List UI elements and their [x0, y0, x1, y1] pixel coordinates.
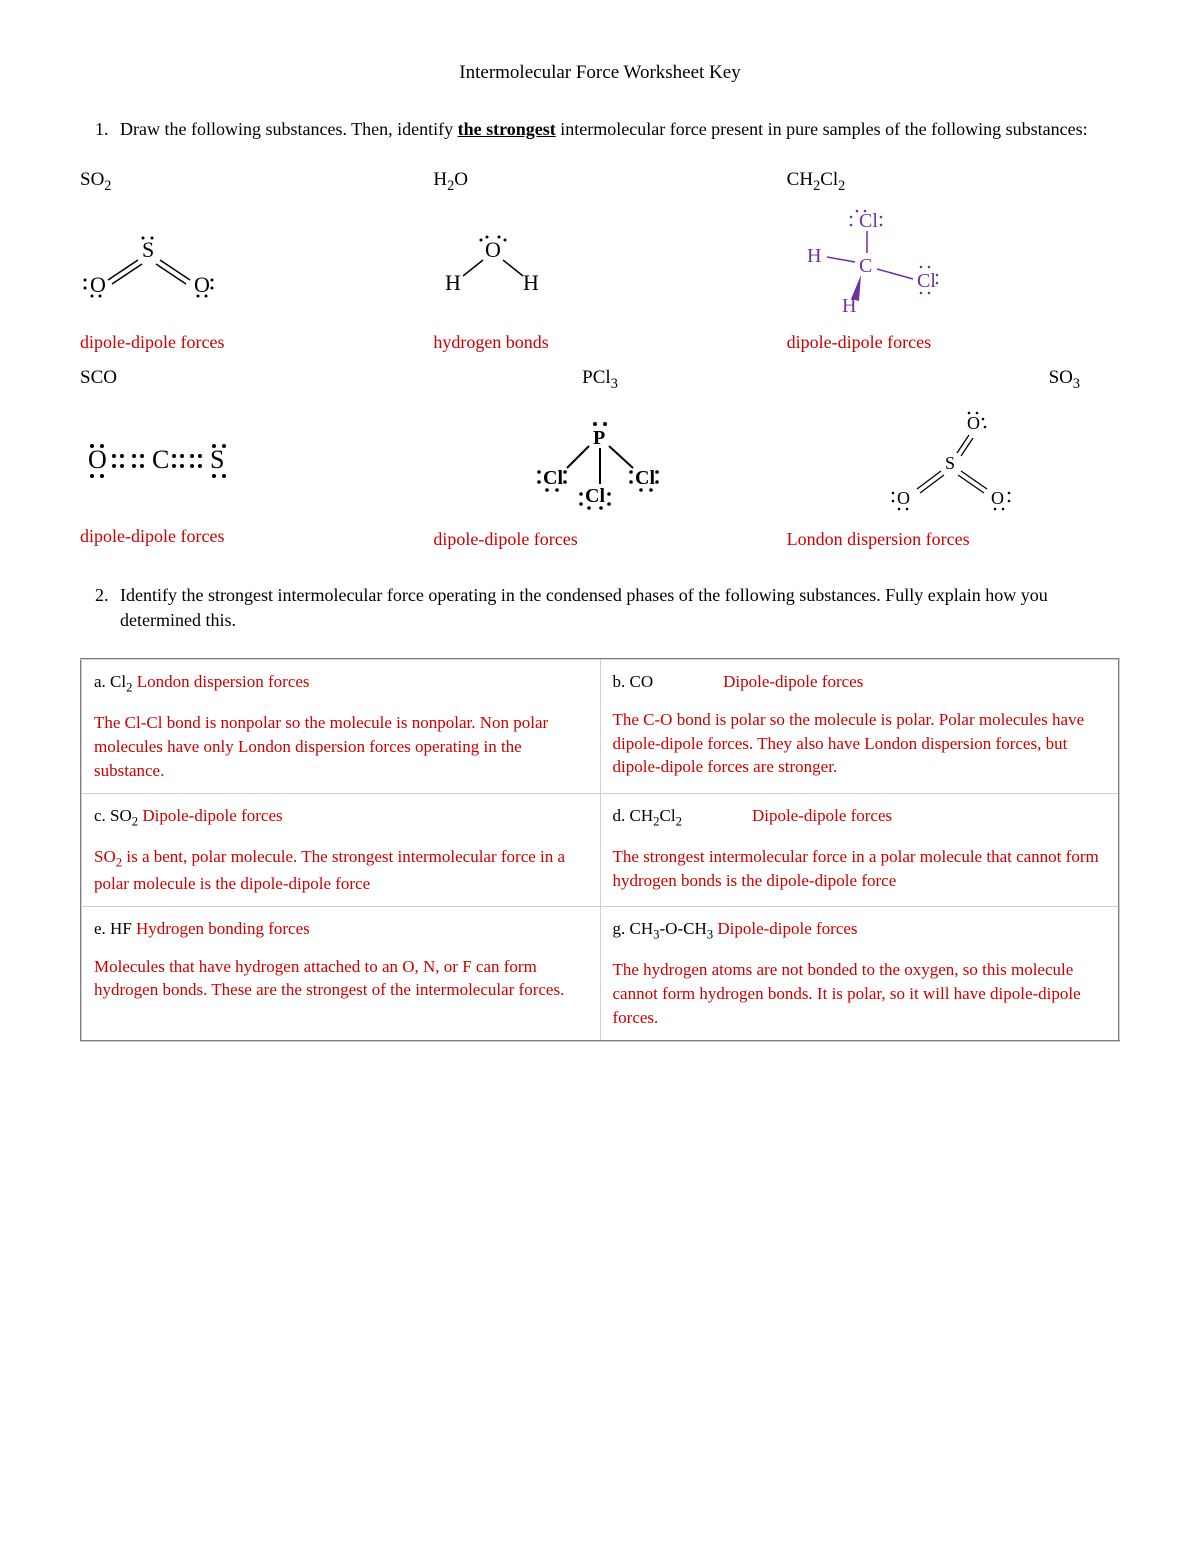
svg-text:O: O: [88, 445, 107, 474]
q1-number: 1.: [95, 117, 120, 142]
h2o-post: O: [454, 169, 468, 190]
c-explanation: SO2 is a bent, polar molecule. The stron…: [94, 845, 588, 896]
g-explanation: The hydrogen atoms are not bonded to the…: [613, 958, 1107, 1029]
structure-so3: S O O O: [883, 409, 1023, 519]
q1-text-b: the strongest: [458, 119, 556, 139]
question-2: 2.Identify the strongest intermolecular …: [120, 583, 1120, 633]
cell-d: d. CH2Cl2Dipole-dipole forces The strong…: [600, 793, 1119, 906]
answer-table: a. Cl 2 London dispersion forces The Cl-C…: [80, 658, 1120, 1042]
formula-so2: SO2: [80, 167, 413, 197]
structure-h2o: O H H: [433, 212, 766, 322]
c-answer: Dipole-dipole forces: [142, 806, 282, 825]
q1-text-a: Draw the following substances. Then, ide…: [120, 119, 458, 139]
cell-a: a. Cl2 London dispersion forces The Cl-C…: [81, 659, 600, 793]
cell-ch2cl2: CH2Cl2 C Cl Cl H H: [787, 167, 1120, 355]
c-label-pre: c. SO: [94, 806, 132, 825]
svg-text:O: O: [194, 272, 210, 297]
q2-text: Identify the strongest intermolecular fo…: [120, 585, 1048, 630]
page-title: Intermolecular Force Worksheet Key: [80, 60, 1120, 87]
answer-h2o: hydrogen bonds: [433, 330, 766, 355]
cell-so3: SO3 S O O O: [787, 365, 1120, 553]
svg-text:O: O: [897, 488, 910, 508]
svg-text:H: H: [807, 245, 821, 267]
ch2cl2-sub-b: 2: [838, 178, 845, 194]
formula-so3: SO3: [1049, 365, 1080, 395]
d-label-sub-b: 2: [676, 814, 682, 828]
cell-sco: SCO O C S: [80, 365, 413, 553]
svg-text:C: C: [859, 255, 872, 277]
c-expl-pre: SO: [94, 847, 116, 866]
a-explanation: The Cl-Cl bond is nonpolar so the molecu…: [94, 711, 588, 782]
svg-text:Cl: Cl: [635, 467, 655, 489]
g-label-mid: -O-CH: [660, 919, 707, 938]
structure-pcl3: P Cl Cl Cl: [525, 409, 675, 519]
svg-text:S: S: [142, 237, 154, 262]
cell-e: e. HF Hydrogen bonding forces Molecules …: [81, 906, 600, 1040]
svg-text:Cl: Cl: [543, 467, 563, 489]
pcl3-sub: 3: [611, 376, 618, 392]
cell-b: b. CO Dipole-dipole forces The C-O bond i…: [600, 659, 1119, 793]
svg-text:Cl: Cl: [917, 270, 936, 292]
svg-text:Cl: Cl: [859, 210, 878, 232]
d-label-pre: d. CH: [613, 806, 654, 825]
svg-text:O: O: [967, 413, 980, 433]
h2o-pre: H: [433, 169, 447, 190]
formula-ch2cl2: CH2Cl2: [787, 167, 1120, 197]
answer-so3: London dispersion forces: [787, 527, 970, 552]
svg-text:H: H: [445, 270, 461, 295]
structure-so2: S O O: [80, 212, 413, 322]
q1-text-c: intermolecular force present in pure sam…: [556, 119, 1088, 139]
cell-c: c. SO2 Dipole-dipole forces SO2 is a ben…: [81, 793, 600, 906]
answer-so2: dipole-dipole forces: [80, 330, 413, 355]
table-row: e. HF Hydrogen bonding forces Molecules …: [81, 906, 1119, 1040]
e-label: e. HF: [94, 919, 136, 938]
cell-so2: SO2 S O O: [80, 167, 413, 355]
e-explanation: Molecules that have hydrogen attached to…: [94, 955, 588, 1003]
b-label: b. CO: [613, 672, 654, 691]
so3-sub: 3: [1073, 376, 1080, 392]
svg-text:S: S: [210, 445, 224, 474]
structure-sco: O C S: [80, 406, 413, 516]
answer-sco: dipole-dipole forces: [80, 524, 413, 549]
svg-text:P: P: [593, 427, 605, 449]
g-answer: Dipole-dipole forces: [717, 919, 857, 938]
d-explanation: The strongest intermolecular force in a …: [613, 845, 1107, 893]
table-row: a. Cl2 London dispersion forces The Cl-C…: [81, 659, 1119, 793]
c-expl-post: is a bent, polar molecule. The strongest…: [94, 847, 565, 893]
molecule-grid: SO2 S O O: [80, 167, 1120, 553]
answer-pcl3: dipole-dipole forces: [433, 527, 577, 552]
question-1: 1.Draw the following substances. Then, i…: [120, 117, 1120, 142]
formula-sco: SCO: [80, 365, 413, 392]
ch2cl2-pre: CH: [787, 169, 813, 190]
svg-text:O: O: [485, 237, 501, 262]
answer-ch2cl2: dipole-dipole forces: [787, 330, 1120, 355]
formula-pcl3: PCl3: [582, 365, 618, 395]
cell-h2o: H2O O H H hydrogen bonds: [433, 167, 766, 355]
d-label-mid: Cl: [660, 806, 676, 825]
svg-text:H: H: [523, 270, 539, 295]
svg-text:S: S: [945, 453, 955, 473]
e-answer: Hydrogen bonding forces: [136, 919, 310, 938]
formula-h2o: H2O: [433, 167, 766, 197]
svg-text:O: O: [991, 488, 1004, 508]
cell-pcl3: PCl3 P Cl Cl Cl: [433, 365, 766, 553]
so2-pre: SO: [80, 169, 104, 190]
ch2cl2-mid: Cl: [820, 169, 838, 190]
d-answer: Dipole-dipole forces: [752, 806, 892, 825]
a-answer: London dispersion forces: [137, 672, 310, 691]
b-answer: Dipole-dipole forces: [723, 672, 863, 691]
cell-g: g. CH3-O-CH3 Dipole-dipole forces The hy…: [600, 906, 1119, 1040]
svg-text:C: C: [152, 445, 169, 474]
svg-text:Cl: Cl: [585, 485, 605, 507]
so3-pre: SO: [1049, 367, 1073, 388]
b-explanation: The C-O bond is polar so the molecule is…: [613, 708, 1107, 779]
a-label-pre: a. Cl: [94, 672, 126, 691]
pcl3-pre: PCl: [582, 367, 611, 388]
q2-number: 2.: [95, 583, 120, 608]
svg-text:O: O: [90, 272, 106, 297]
table-row: c. SO 2 Dipole-dipole forces SO2 is a ben…: [81, 793, 1119, 906]
structure-ch2cl2: C Cl Cl H H: [787, 212, 1120, 322]
g-label-pre: g. CH: [613, 919, 654, 938]
so2-sub: 2: [104, 178, 111, 194]
